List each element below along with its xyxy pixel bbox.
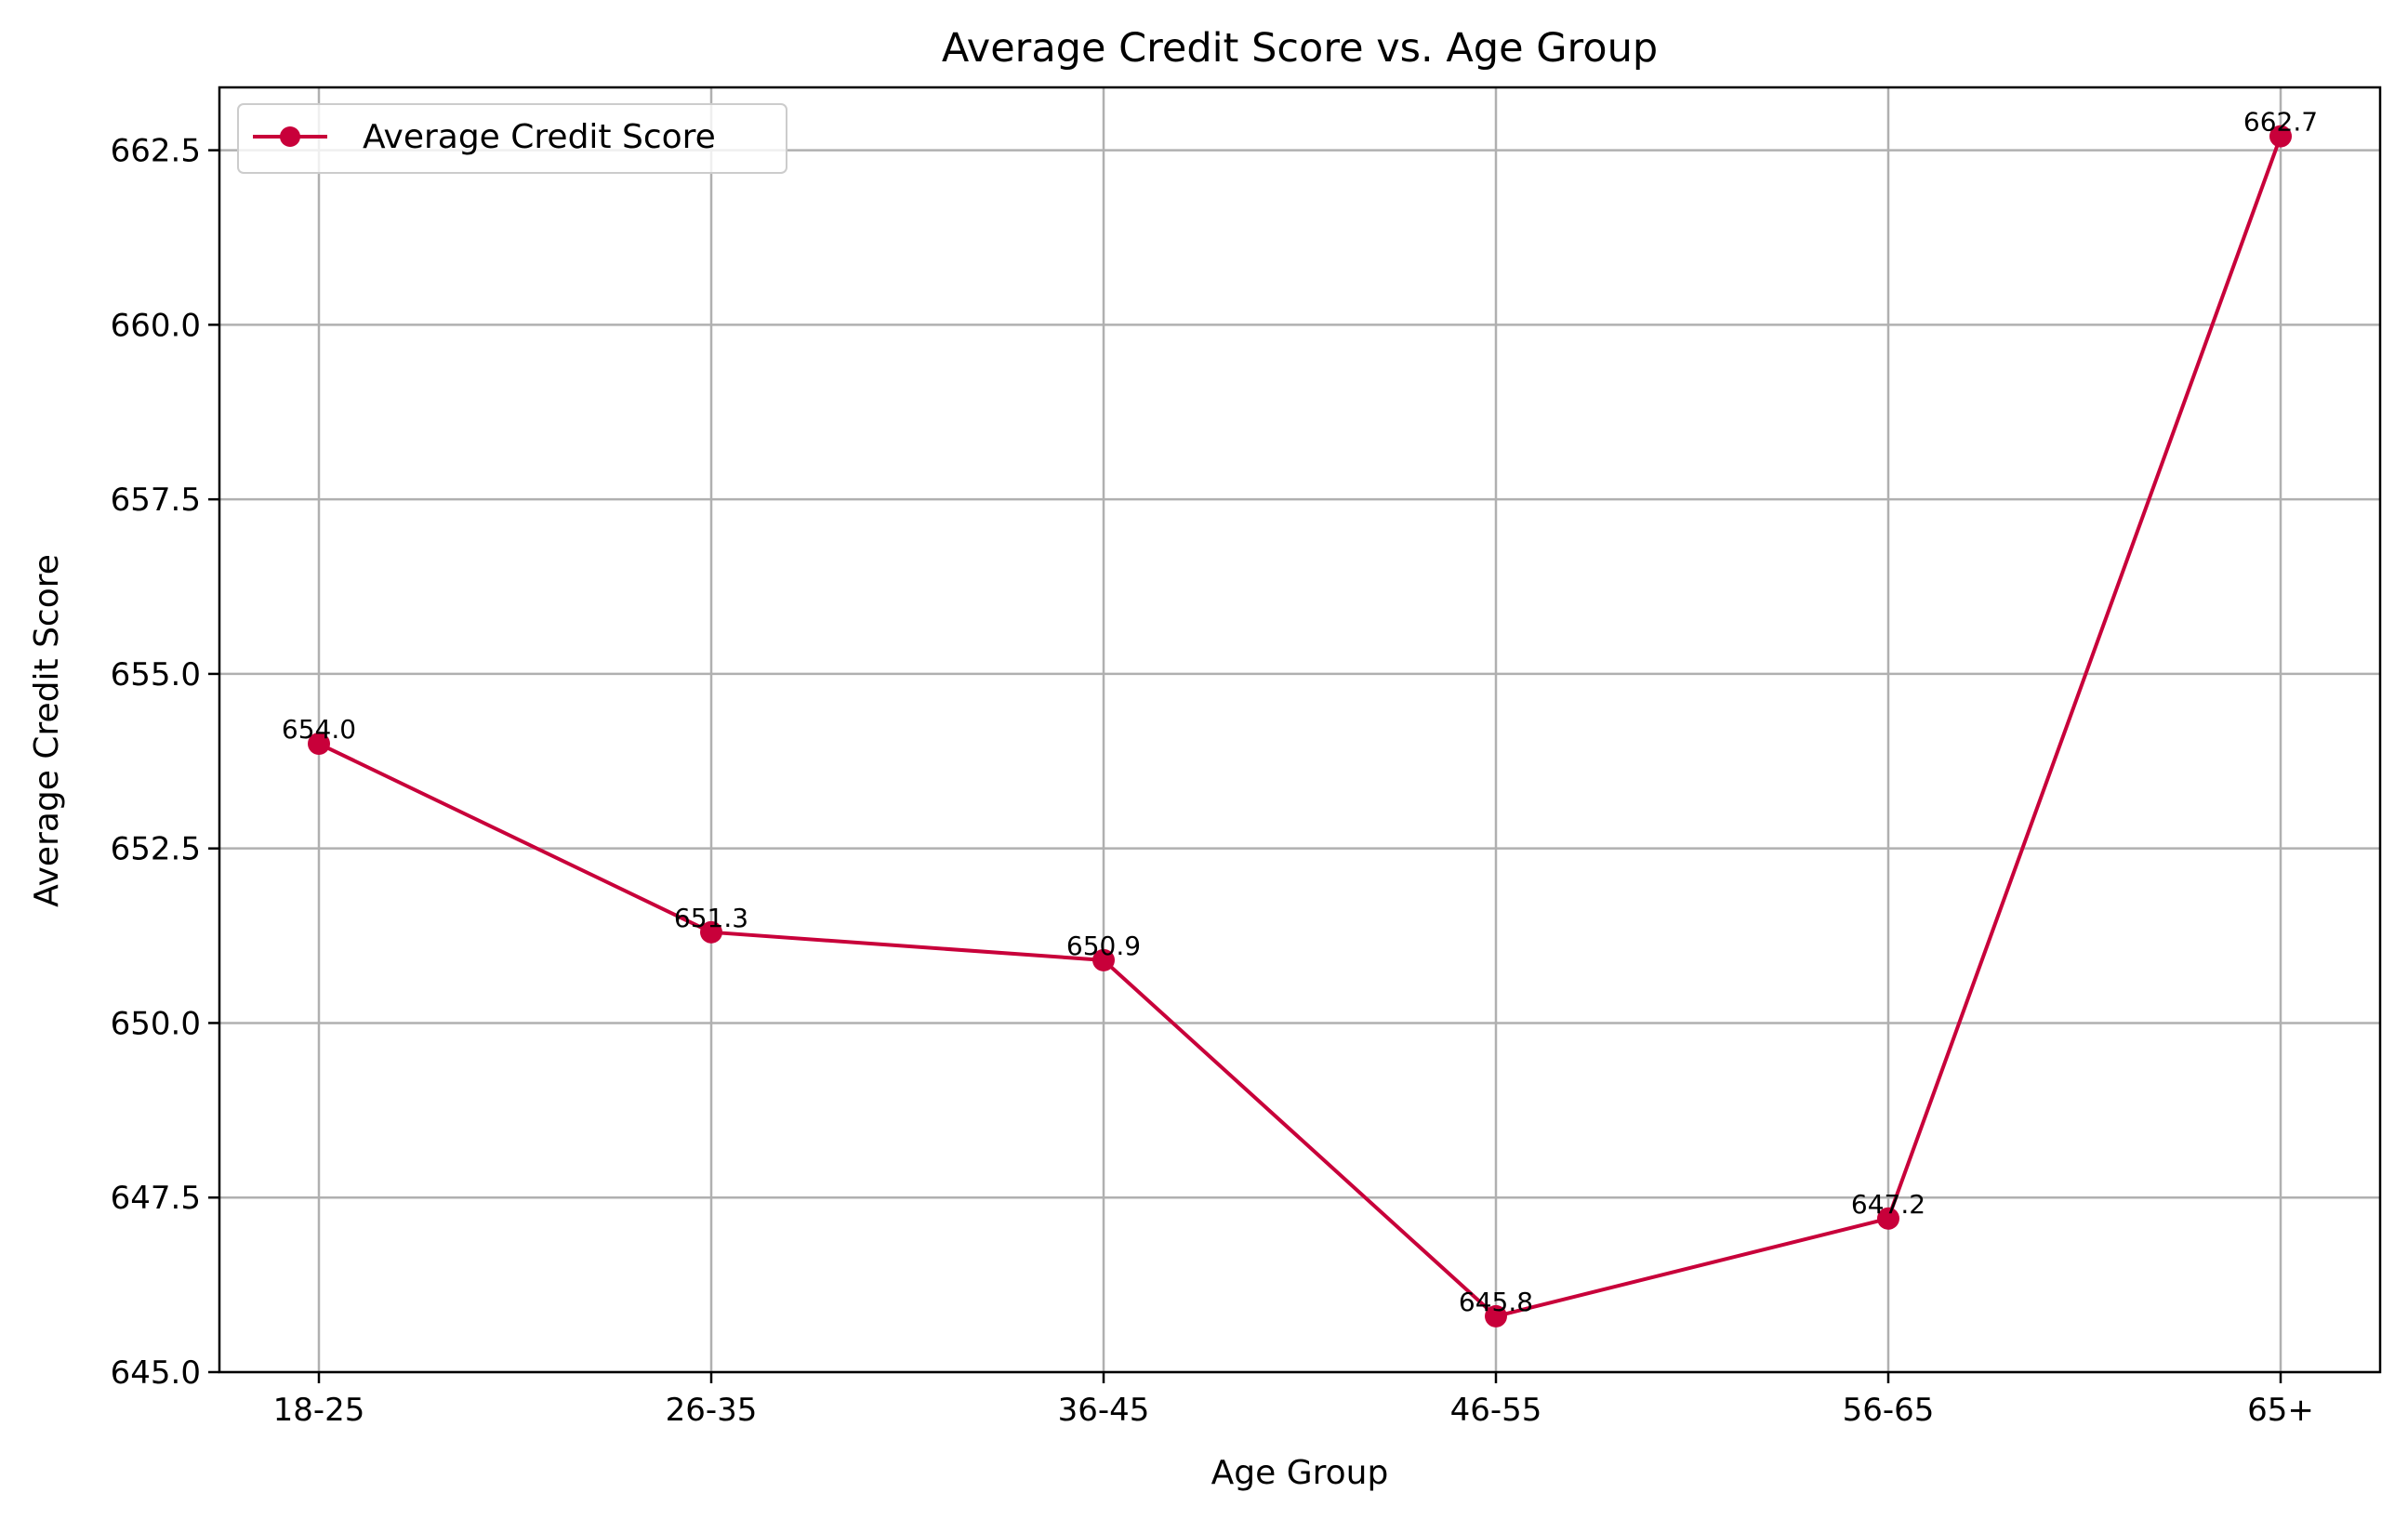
data-point-marker [308,733,330,756]
series-line [318,135,2282,1318]
chart-title: Average Credit Score vs. Age Group [942,25,1658,72]
x-tick-label: 46-55 [1450,1392,1542,1429]
legend-label: Average Credit Score [363,118,716,156]
data-point-marker [700,920,722,944]
x-tick-label: 65+ [2247,1392,2314,1429]
data-label: 647.2 [1851,1189,1925,1220]
y-tick-label: 650.0 [111,1005,201,1042]
data-label: 662.7 [2243,107,2318,138]
data-label: 651.3 [674,903,748,933]
legend: Average Credit Score [237,103,787,174]
y-tick-label: 647.5 [111,1180,201,1217]
plot-frame [218,86,2382,1374]
grid-layer [219,87,2380,1374]
data-label: 650.9 [1066,931,1141,961]
data-point-marker [2269,125,2292,148]
x-tick-label: 36-45 [1058,1392,1150,1429]
x-tick-label: 56-65 [1843,1392,1935,1429]
legend-marker-swatch [280,126,300,147]
data-point-marker [1092,948,1115,971]
axes-layer: 645.0 647.5 650.0 652.5 655.0 657.5 660.0 662.5… [111,86,2382,1429]
data-label: 645.8 [1459,1287,1533,1317]
legend-box [237,103,787,174]
data-label: 654.0 [282,714,356,745]
x-axis-label: Age Group [1211,1454,1389,1492]
data-point-marker [1877,1207,1899,1230]
y-tick-label: 657.5 [111,482,201,519]
y-axis-label: Average Credit Score [28,554,66,907]
x-tick-label: 18-25 [273,1392,365,1429]
y-tick-label: 652.5 [111,831,201,868]
y-tick-label: 662.5 [111,133,201,170]
y-tick-label: 655.0 [111,656,201,693]
x-tick-label: 26-35 [666,1392,758,1429]
y-tick-label: 660.0 [111,307,201,344]
data-labels-layer: 654.0 651.3 650.9 645.8 647.2 662.7 [282,107,2318,1317]
series-layer [308,125,2292,1327]
y-tick-label: 645.0 [111,1354,201,1392]
data-point-marker [1485,1304,1507,1327]
